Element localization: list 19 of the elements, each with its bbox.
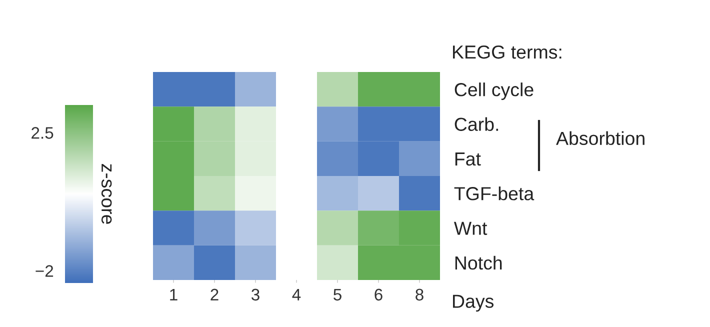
x-tick-label: 5 [334,288,342,301]
color-bar-title: z-score [101,164,112,224]
y-tick-label: Wnt [454,222,488,235]
y-tick-label: Notch [455,256,502,270]
y-tick-label: Fat [455,152,481,166]
x-tick-label: 6 [374,288,382,301]
y-tick-label: Carb. [454,117,498,131]
x-tick-label: 4 [292,288,301,300]
x-tick-label: 3 [252,288,260,301]
y-tick-label: Cell cycle [454,82,534,100]
x-axis-title: Days [453,294,494,312]
y-axis-title: KEGG terms: [453,45,562,59]
x-tick-label: 8 [416,288,424,301]
x-tick-label: 2 [210,288,218,300]
y-tick-label: TGF-beta [454,186,534,200]
color-bar-label: −2 [36,265,54,277]
x-tick-label: 1 [170,288,178,300]
text: Absorbtion [556,131,644,146]
color-bar-label: 2.5 [32,127,54,139]
